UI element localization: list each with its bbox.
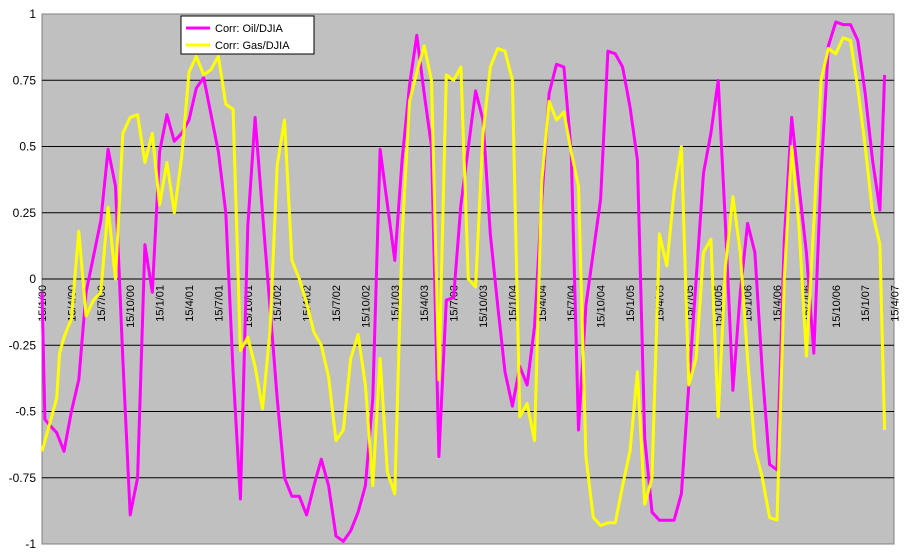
series-line-oil-djia: [40, 20, 887, 543]
series-lines: [40, 20, 887, 543]
x-tick-label: 15/10/00: [125, 285, 137, 328]
x-tick-label: 15/7/03: [449, 285, 461, 322]
x-tick-label: 15/4/01: [184, 285, 196, 322]
y-tick-label: 0.75: [13, 73, 37, 87]
y-tick-label: -0.5: [15, 405, 36, 419]
y-tick-label: 0.25: [13, 206, 37, 220]
legend-box: [180, 15, 315, 55]
x-tick-label: 15/10/03: [478, 285, 490, 328]
x-tick-label: 15/4/07: [890, 285, 902, 322]
x-tick-label: 15/4/03: [419, 285, 431, 322]
x-tick-label: 15/1/02: [272, 285, 284, 322]
x-tick-label: 15/10/04: [596, 285, 608, 328]
legend: Corr: Oil/DJIA Corr: Gas/DJIA: [180, 15, 315, 55]
y-tick-label: 1: [29, 7, 36, 21]
x-tick-label: 15/10/06: [831, 285, 843, 328]
y-tick-label: -0.25: [9, 338, 37, 352]
x-tick-label: 15/1/01: [155, 285, 167, 322]
y-tick-label: 0: [29, 272, 36, 286]
legend-label-oil: Corr: Oil/DJIA: [215, 23, 284, 35]
y-tick-label: -0.75: [9, 471, 37, 485]
x-tick-label: 15/1/07: [860, 285, 872, 322]
x-tick-label: 15/1/05: [625, 285, 637, 322]
x-tick-label: 15/10/02: [360, 285, 372, 328]
y-tick-label: -1: [25, 537, 36, 551]
y-tick-label: 0.5: [19, 140, 36, 154]
x-tick-label: 15/7/01: [213, 285, 225, 322]
series-line-gas-djia: [40, 36, 887, 527]
legend-label-gas: Corr: Gas/DJIA: [215, 40, 290, 52]
x-tick-label: 15/7/02: [331, 285, 343, 322]
y-axis-ticks: 1 0.75 0.5 0.25 0 -0.25 -0.5 -0.75 -1: [9, 7, 37, 551]
